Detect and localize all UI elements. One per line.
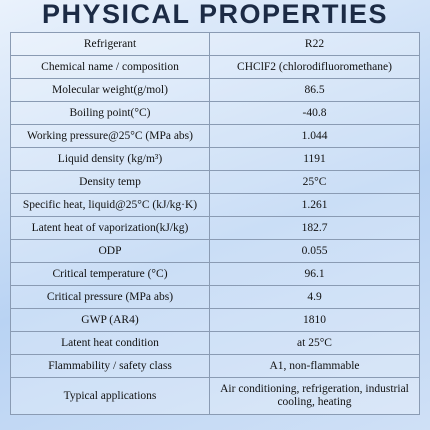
property-name: Molecular weight(g/mol) (10, 78, 210, 102)
property-name: Boiling point(°C) (10, 101, 210, 125)
property-value: 1191 (209, 147, 420, 171)
table-row: Critical temperature (°C) 96.1 (10, 262, 420, 286)
property-name: Refrigerant (10, 32, 210, 56)
property-value: 96.1 (209, 262, 420, 286)
property-value: A1, non-flammable (209, 354, 420, 378)
property-name: Latent heat condition (10, 331, 210, 355)
property-name: Typical applications (10, 377, 210, 415)
property-name: Critical pressure (MPa abs) (10, 285, 210, 309)
table-row: Flammability / safety class A1, non-flamm… (10, 354, 420, 378)
property-name: Specific heat, liquid@25°C (kJ/kg·K) (10, 193, 210, 217)
table-row: Molecular weight(g/mol) 86.5 (10, 78, 420, 102)
properties-table: Refrigerant R22 Chemical name / compositio… (10, 32, 420, 415)
table-row: Working pressure@25°C (MPa abs) 1.044 (10, 124, 420, 148)
property-name: Latent heat of vaporization(kJ/kg) (10, 216, 210, 240)
property-name: Liquid density (kg/m³) (10, 147, 210, 171)
table-row: Refrigerant R22 (10, 32, 420, 56)
table-row: Chemical name / composition CHClF2 (chlor… (10, 55, 420, 79)
property-name: Flammability / safety class (10, 354, 210, 378)
property-name: ODP (10, 239, 210, 263)
property-value: 182.7 (209, 216, 420, 240)
title: PHYSICAL PROPERTIES (41, 0, 389, 29)
property-value: CHClF2 (chlorodifluoromethane) (209, 55, 420, 79)
property-value: 0.055 (209, 239, 420, 263)
property-value: 1.261 (209, 193, 420, 217)
property-value: -40.8 (209, 101, 420, 125)
table-row: Specific heat, liquid@25°C (kJ/kg·K) 1.26… (10, 193, 420, 217)
table-row: Density temp 25°C (10, 170, 420, 194)
table-row: GWP (AR4) 1810 (10, 308, 420, 332)
table-row: Boiling point(°C) -40.8 (10, 101, 420, 125)
property-value: 25°C (209, 170, 420, 194)
table-row: Typical applications Air conditioning, re… (10, 377, 420, 415)
table-row: Liquid density (kg/m³) 1191 (10, 147, 420, 171)
property-name: Chemical name / composition (10, 55, 210, 79)
property-name: Density temp (10, 170, 210, 194)
table-row: ODP 0.055 (10, 239, 420, 263)
property-value: 1.044 (209, 124, 420, 148)
property-value: 86.5 (209, 78, 420, 102)
property-value: 4.9 (209, 285, 420, 309)
table-row: Critical pressure (MPa abs) 4.9 (10, 285, 420, 309)
table-row: Latent heat of vaporization(kJ/kg) 182.7 (10, 216, 420, 240)
property-name: Working pressure@25°C (MPa abs) (10, 124, 210, 148)
property-name: GWP (AR4) (10, 308, 210, 332)
property-value: Air conditioning, refrigeration, industr… (209, 377, 420, 415)
property-value: R22 (209, 32, 420, 56)
property-name: Critical temperature (°C) (10, 262, 210, 286)
property-value: 1810 (209, 308, 420, 332)
table-row: Latent heat condition at 25°C (10, 331, 420, 355)
property-value: at 25°C (209, 331, 420, 355)
